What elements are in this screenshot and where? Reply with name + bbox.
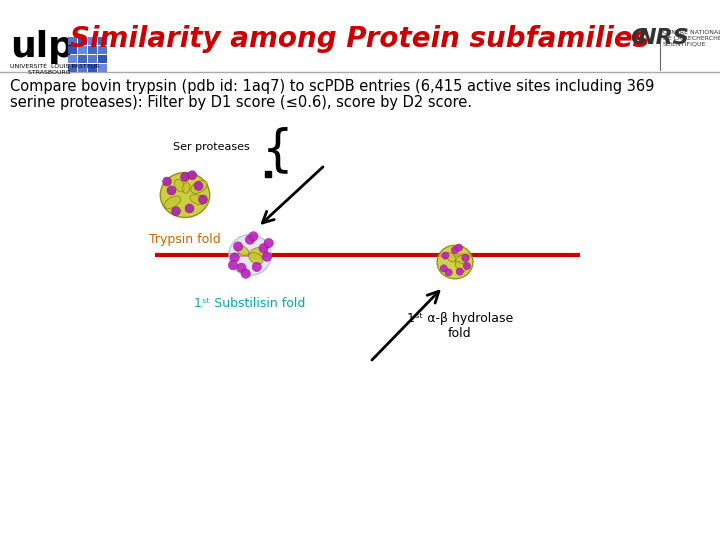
Ellipse shape xyxy=(236,246,249,256)
Circle shape xyxy=(237,263,246,272)
Bar xyxy=(78,46,87,54)
Circle shape xyxy=(445,269,452,276)
Text: NRS: NRS xyxy=(638,28,690,48)
Circle shape xyxy=(262,252,271,261)
Circle shape xyxy=(248,232,258,241)
Bar xyxy=(88,37,97,45)
Ellipse shape xyxy=(190,194,205,205)
Ellipse shape xyxy=(455,262,466,272)
Bar xyxy=(78,64,87,72)
Circle shape xyxy=(264,239,274,248)
Ellipse shape xyxy=(229,234,271,275)
Ellipse shape xyxy=(191,180,207,193)
Circle shape xyxy=(199,195,207,204)
Circle shape xyxy=(171,207,181,215)
Ellipse shape xyxy=(174,179,185,192)
Bar xyxy=(68,55,77,63)
Bar xyxy=(88,46,97,54)
Ellipse shape xyxy=(183,183,190,193)
Text: STRASBOURG: STRASBOURG xyxy=(10,70,71,75)
Circle shape xyxy=(442,252,449,259)
Text: Similarity among Protein subfamilies: Similarity among Protein subfamilies xyxy=(71,25,649,53)
Circle shape xyxy=(259,244,269,253)
Circle shape xyxy=(181,172,189,181)
Bar xyxy=(68,64,77,72)
Text: Compare bovin trypsin (pdb id: 1aq7) to scPDB entries (6,415 active sites includ: Compare bovin trypsin (pdb id: 1aq7) to … xyxy=(10,79,654,94)
Bar xyxy=(98,46,107,54)
Ellipse shape xyxy=(161,172,210,218)
Ellipse shape xyxy=(456,255,469,264)
Text: ulp: ulp xyxy=(10,30,74,64)
Ellipse shape xyxy=(446,252,456,262)
Bar xyxy=(98,64,107,72)
Text: 1ˢᵗ α-β hydrolase
fold: 1ˢᵗ α-β hydrolase fold xyxy=(407,312,513,340)
Text: CENTRE NATIONAL
DE LA RECHERCHE
SCIENTIFIQUE: CENTRE NATIONAL DE LA RECHERCHE SCIENTIF… xyxy=(663,30,720,46)
Circle shape xyxy=(163,177,171,186)
Text: {: { xyxy=(262,126,294,174)
Circle shape xyxy=(230,253,239,262)
Bar xyxy=(78,37,87,45)
Text: UNIVERSITÉ  LOUIS PASTEUR: UNIVERSITÉ LOUIS PASTEUR xyxy=(10,64,99,69)
Circle shape xyxy=(228,260,238,270)
Ellipse shape xyxy=(164,196,181,208)
Ellipse shape xyxy=(249,247,268,260)
Bar xyxy=(98,55,107,63)
Circle shape xyxy=(233,242,243,251)
Circle shape xyxy=(451,246,459,254)
Circle shape xyxy=(188,171,197,180)
Text: 1ˢᵗ Substilisin fold: 1ˢᵗ Substilisin fold xyxy=(194,297,306,310)
Bar xyxy=(88,55,97,63)
Ellipse shape xyxy=(437,245,473,279)
Circle shape xyxy=(241,269,251,279)
Circle shape xyxy=(440,265,447,272)
Circle shape xyxy=(194,181,203,191)
Bar xyxy=(88,64,97,72)
Text: serine proteases): Filter by D1 score (≤0.6), score by D2 score.: serine proteases): Filter by D1 score (≤… xyxy=(10,95,472,110)
Bar xyxy=(68,37,77,45)
Bar xyxy=(68,46,77,54)
Circle shape xyxy=(455,244,463,251)
Circle shape xyxy=(462,254,469,261)
Circle shape xyxy=(185,204,194,213)
Text: Trypsin fold: Trypsin fold xyxy=(149,233,221,246)
Circle shape xyxy=(252,262,261,272)
Bar xyxy=(78,55,87,63)
Circle shape xyxy=(464,262,471,269)
Circle shape xyxy=(246,235,255,245)
Circle shape xyxy=(456,268,464,275)
Circle shape xyxy=(167,186,176,195)
Text: Ser proteases: Ser proteases xyxy=(174,142,250,152)
Bar xyxy=(98,37,107,45)
Ellipse shape xyxy=(249,253,263,264)
Text: C: C xyxy=(630,28,647,48)
